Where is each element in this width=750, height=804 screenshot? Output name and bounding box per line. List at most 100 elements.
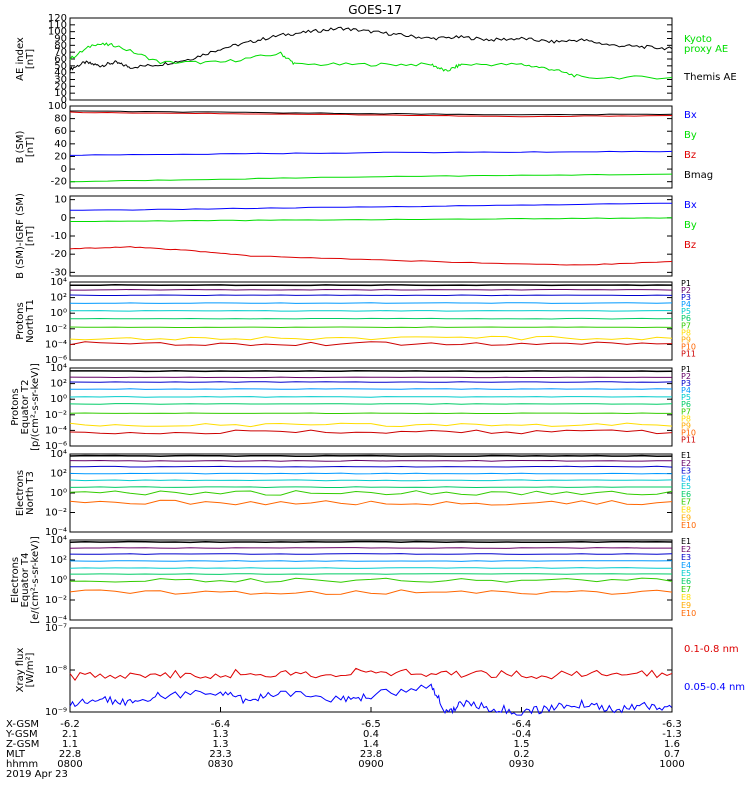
- legend-entry: E5: [681, 569, 691, 578]
- panel-ee: 10⁴ 10² 10⁰ 10⁻² 10⁻⁴ ElectronsEquator T4[e/(…: [10, 535, 696, 626]
- x-tick-label: 2.1: [62, 729, 78, 740]
- series-line: [69, 667, 673, 681]
- y-tick-label: 110: [48, 20, 67, 31]
- y-tick-label: 100: [48, 27, 67, 38]
- panel-frame: [69, 195, 673, 277]
- x-tick-label: 23.8: [360, 749, 382, 760]
- channel-line: [69, 490, 673, 496]
- channel-line: [69, 294, 673, 297]
- legend-entry: E10: [681, 521, 696, 530]
- legend-entry: E7: [681, 498, 691, 507]
- y-tick-label: 10²: [50, 555, 67, 566]
- legend-entry: E2: [681, 459, 691, 468]
- panel-frame: [69, 105, 673, 189]
- y-tick-label: 10⁻⁴: [45, 425, 67, 436]
- channel-line: [69, 553, 673, 555]
- y-tick-label: 20: [54, 151, 67, 162]
- legend-entry: P2: [681, 286, 691, 295]
- x-tick-label: 0800: [57, 759, 82, 770]
- legend-entry: E3: [681, 467, 691, 476]
- legend-entry: Bz: [684, 150, 696, 161]
- channel-line: [69, 302, 673, 304]
- legend-entry: By: [684, 220, 697, 231]
- y-tick-label: 10⁻²: [45, 595, 67, 606]
- x-tick-label: -6.5: [361, 719, 381, 730]
- series-line: [69, 111, 673, 118]
- y-tick-label: 120: [48, 13, 67, 24]
- legend-entry: E4: [681, 561, 691, 570]
- legend-entry: 0.1-0.8 nm: [684, 644, 739, 655]
- series-line: [69, 202, 673, 211]
- y-tick-label: 10: [54, 88, 67, 99]
- y-tick-label: 10⁻⁶: [45, 441, 67, 452]
- legend-entry: P10: [681, 428, 696, 437]
- channel-line: [69, 403, 673, 405]
- y-tick-label: 10⁻⁴: [45, 527, 67, 538]
- series-line: [69, 150, 673, 156]
- channel-line: [69, 589, 673, 595]
- y-tick-label: 10²: [50, 469, 67, 480]
- x-tick-label: 0900: [358, 759, 383, 770]
- y-tick-label: 10: [54, 195, 67, 206]
- x-tick-label: 0.7: [664, 749, 680, 760]
- channel-line: [69, 577, 673, 583]
- x-tick-label: -0.4: [512, 729, 532, 740]
- legend-entry: P6: [681, 400, 691, 409]
- channel-line: [69, 486, 672, 489]
- y-tick-label: 10⁻⁴: [45, 615, 67, 626]
- y-tick-label: 10⁻⁷: [45, 623, 67, 634]
- y-axis-label: B (SM)[nT]: [15, 130, 36, 163]
- y-tick-label: 0: [61, 213, 67, 224]
- y-tick-label: 10²: [50, 379, 67, 390]
- legend-entry: 0.05-0.4 nm: [684, 682, 745, 693]
- y-tick-label: 10⁻⁹: [45, 707, 67, 718]
- x-row-label: hhmm: [6, 759, 38, 770]
- y-tick-label: 10⁻⁸: [45, 665, 67, 676]
- legend-entry: P8: [681, 414, 691, 423]
- y-axis-label: ElectronsEquator T4[e/(cm²-s-sr-keV)]: [10, 536, 41, 624]
- legend-entry: P5: [681, 307, 691, 316]
- channel-line: [70, 388, 673, 390]
- legend-entry: E7: [681, 585, 691, 594]
- legend-entry: E6: [681, 490, 691, 499]
- channel-line: [69, 412, 672, 415]
- x-tick-label: 1000: [659, 759, 684, 770]
- channel-line: [69, 310, 672, 312]
- x-tick-label: -6.4: [211, 719, 231, 730]
- panel-en: 10⁴ 10² 10⁰ 10⁻² 10⁻⁴ ElectronsNorth T3 E1E2E3…: [15, 449, 696, 538]
- channel-line: [69, 335, 673, 341]
- legend-entry: P7: [681, 407, 691, 416]
- x-row-label: MLT: [6, 749, 26, 760]
- channel-line: [69, 567, 672, 569]
- x-tick-label: 22.8: [59, 749, 81, 760]
- y-tick-label: 10⁰: [50, 488, 67, 499]
- panel-frame: [69, 17, 673, 101]
- legend-entry: P10: [681, 342, 696, 351]
- legend-entry: E6: [681, 577, 691, 586]
- y-tick-label: 10⁻⁴: [45, 339, 67, 350]
- series-line: [70, 110, 673, 116]
- legend-entry: P11: [681, 435, 696, 444]
- channel-line: [70, 284, 673, 287]
- series-line: [69, 683, 673, 716]
- channel-line: [69, 560, 673, 562]
- y-tick-label: 10⁰: [50, 575, 67, 586]
- x-row-label: Z-GSM: [6, 739, 39, 750]
- chart-title: GOES-17: [348, 3, 402, 17]
- y-axis-label: ElectronsNorth T3: [15, 470, 36, 516]
- x-row-label: Y-GSM: [5, 729, 38, 740]
- channel-line: [70, 370, 673, 373]
- y-tick-label: 0: [61, 164, 67, 175]
- legend-entry: E4: [681, 474, 691, 483]
- legend-entry: E1: [681, 451, 691, 460]
- channel-line: [69, 479, 673, 482]
- x-tick-label: 1.3: [213, 739, 229, 750]
- series-line: [69, 42, 673, 80]
- y-tick-label: -10: [51, 231, 67, 242]
- legend-entry: E9: [681, 513, 691, 522]
- channel-line: [69, 429, 673, 435]
- channel-line: [70, 288, 673, 291]
